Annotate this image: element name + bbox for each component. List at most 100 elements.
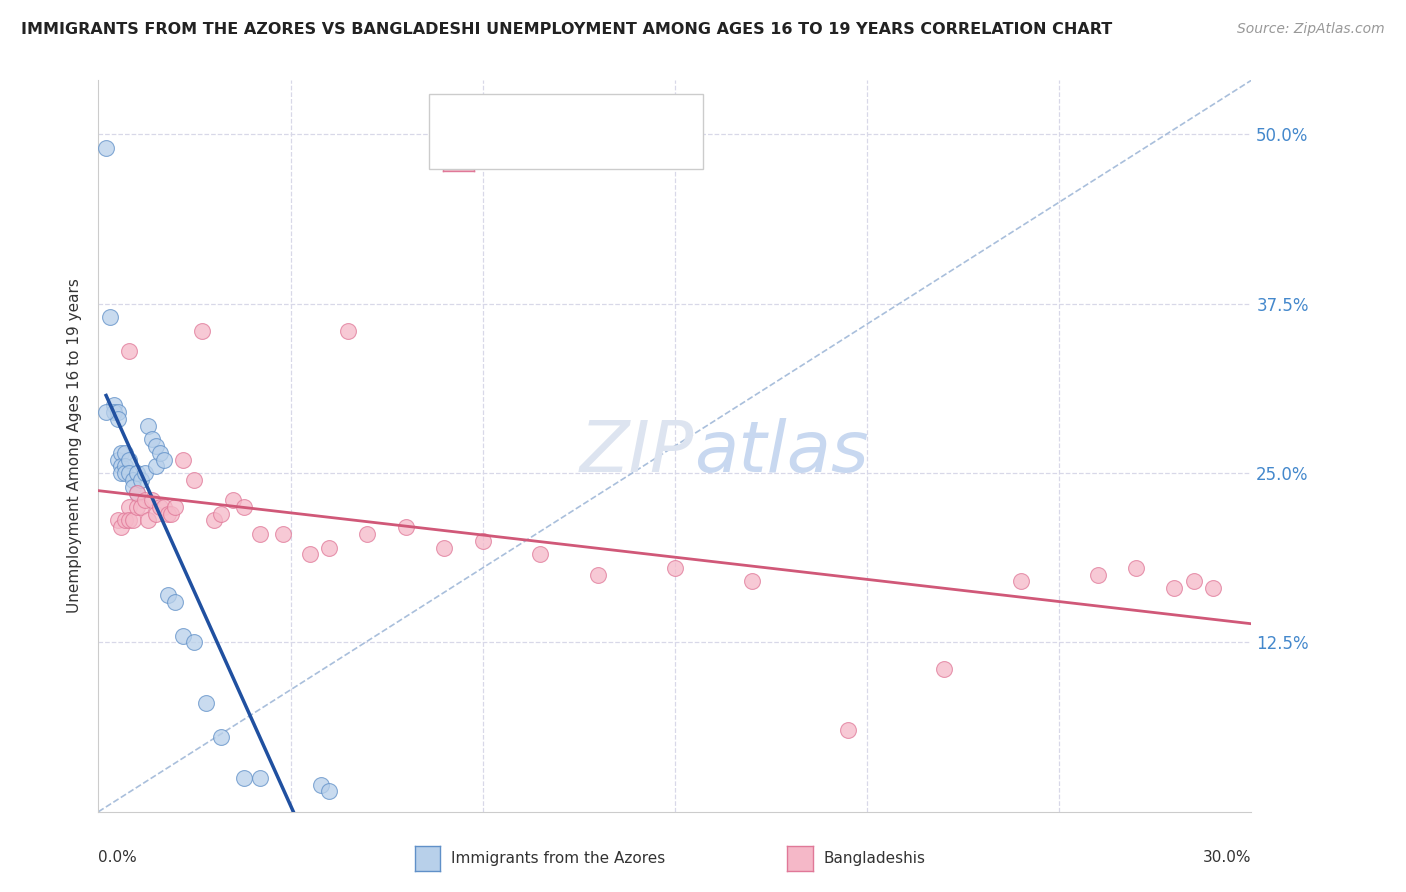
Point <box>122 480 145 494</box>
Text: 0.207: 0.207 <box>516 112 568 131</box>
Point <box>145 459 167 474</box>
Point <box>118 344 141 359</box>
Text: Source: ZipAtlas.com: Source: ZipAtlas.com <box>1237 22 1385 37</box>
Text: IMMIGRANTS FROM THE AZORES VS BANGLADESHI UNEMPLOYMENT AMONG AGES 16 TO 19 YEARS: IMMIGRANTS FROM THE AZORES VS BANGLADESH… <box>21 22 1112 37</box>
Point <box>122 514 145 528</box>
Point <box>107 405 129 419</box>
Point <box>209 730 232 744</box>
Point <box>149 500 172 514</box>
Point <box>125 466 148 480</box>
Point <box>318 541 340 555</box>
Point <box>141 493 163 508</box>
Point <box>138 514 160 528</box>
Point <box>152 500 174 514</box>
Point <box>337 324 360 338</box>
Point <box>172 452 194 467</box>
Point <box>118 452 141 467</box>
Point <box>94 405 117 419</box>
Point <box>1087 567 1109 582</box>
Point <box>110 446 132 460</box>
Text: 0.0%: 0.0% <box>98 850 138 864</box>
Text: N =: N = <box>564 147 612 166</box>
Point <box>1182 574 1205 589</box>
Point <box>356 527 378 541</box>
Text: -0.108: -0.108 <box>516 147 575 166</box>
Point <box>664 561 686 575</box>
Point <box>125 486 148 500</box>
Point <box>271 527 294 541</box>
Point <box>125 500 148 514</box>
Point <box>118 514 141 528</box>
Point <box>249 771 271 785</box>
Point <box>129 473 152 487</box>
Point <box>145 439 167 453</box>
Point <box>118 466 141 480</box>
Point <box>202 514 225 528</box>
Point <box>837 723 859 738</box>
Point <box>94 141 117 155</box>
Point <box>209 507 232 521</box>
Point <box>298 547 321 561</box>
Text: 47: 47 <box>595 147 619 166</box>
Point <box>471 533 494 548</box>
Point <box>932 663 955 677</box>
Point <box>183 473 205 487</box>
Text: atlas: atlas <box>695 418 869 487</box>
Point <box>138 418 160 433</box>
Point <box>118 500 141 514</box>
Point <box>149 446 172 460</box>
Point <box>103 398 125 412</box>
Text: R =: R = <box>485 112 522 131</box>
Point <box>433 541 456 555</box>
Text: Bangladeshis: Bangladeshis <box>824 851 927 865</box>
Point <box>114 446 136 460</box>
Text: N =: N = <box>564 112 612 131</box>
Point <box>1125 561 1147 575</box>
Point <box>165 500 187 514</box>
Point <box>529 547 551 561</box>
Point <box>141 432 163 446</box>
Point <box>195 697 218 711</box>
Point <box>156 507 179 521</box>
Point <box>110 520 132 534</box>
Point <box>156 588 179 602</box>
Text: R =: R = <box>485 147 522 166</box>
Point <box>741 574 763 589</box>
Point <box>114 466 136 480</box>
Y-axis label: Unemployment Among Ages 16 to 19 years: Unemployment Among Ages 16 to 19 years <box>67 278 83 614</box>
Point <box>183 635 205 649</box>
Point <box>318 784 340 798</box>
Text: ZIP: ZIP <box>579 418 695 487</box>
Text: Immigrants from the Azores: Immigrants from the Azores <box>451 851 665 865</box>
Point <box>107 452 129 467</box>
Text: 30.0%: 30.0% <box>1204 850 1251 864</box>
Point <box>222 493 245 508</box>
Point <box>311 778 333 792</box>
Point <box>160 507 183 521</box>
Point <box>152 452 174 467</box>
Point <box>249 527 271 541</box>
Point <box>122 473 145 487</box>
Point <box>586 567 609 582</box>
Point <box>233 500 256 514</box>
Point <box>107 514 129 528</box>
Point <box>233 771 256 785</box>
Point <box>110 466 132 480</box>
Point <box>134 466 156 480</box>
Point <box>103 405 125 419</box>
Point <box>1163 581 1185 595</box>
Point <box>98 310 121 325</box>
Point <box>395 520 418 534</box>
Point <box>191 324 214 338</box>
Point <box>1202 581 1225 595</box>
Point <box>114 514 136 528</box>
Point <box>1010 574 1032 589</box>
Point <box>165 595 187 609</box>
Point <box>134 493 156 508</box>
Point <box>114 459 136 474</box>
Point <box>125 486 148 500</box>
Point <box>129 500 152 514</box>
Point <box>145 507 167 521</box>
Point <box>110 459 132 474</box>
Text: 38: 38 <box>595 112 617 131</box>
